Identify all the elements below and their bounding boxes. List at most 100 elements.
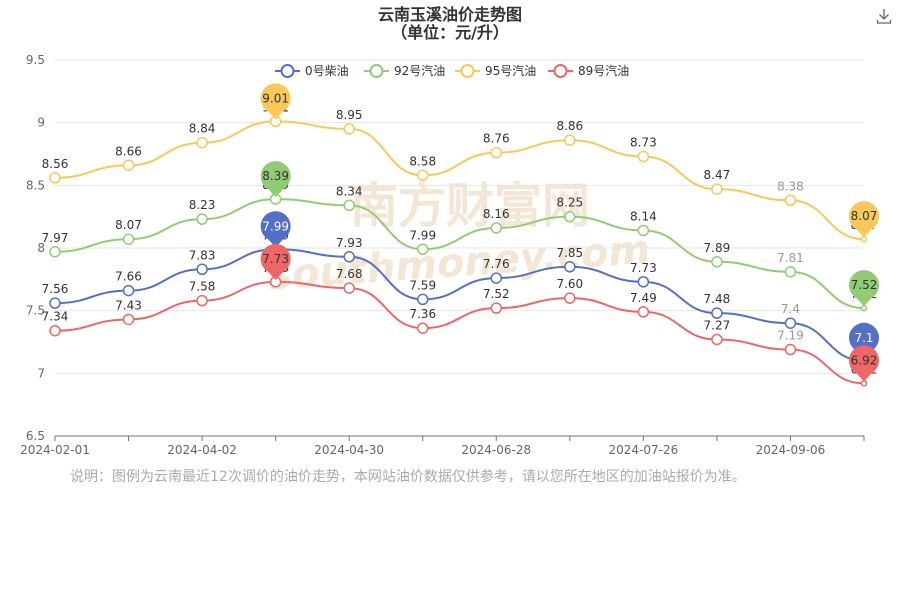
- max-pin: 7.73: [260, 243, 291, 280]
- y-tick-label: 7.5: [26, 304, 45, 318]
- data-point: [637, 150, 650, 163]
- last-pin-label: 7.1: [854, 331, 873, 345]
- max-pin-head: [260, 83, 291, 114]
- data-point: [784, 343, 797, 356]
- data-label: 7.68: [336, 267, 363, 281]
- data-point: [784, 266, 797, 278]
- data-point: [860, 304, 868, 312]
- data-point: [564, 261, 576, 273]
- data-point: [711, 307, 723, 319]
- data-label: 8.38: [777, 179, 804, 193]
- last-pin: 6.92: [849, 345, 879, 382]
- data-label: 7.59: [409, 278, 436, 292]
- max-pin-label: 8.39: [262, 169, 289, 183]
- y-tick-label: 9.5: [26, 53, 45, 67]
- y-tick-label: 8: [37, 241, 45, 255]
- data-point: [637, 224, 650, 237]
- chart-subtitle: （单位：元/升）: [391, 23, 509, 42]
- data-point: [564, 210, 576, 223]
- data-point: [784, 194, 797, 207]
- data-point: [490, 302, 503, 314]
- data-point: [49, 324, 61, 337]
- series-line: [54, 280, 865, 385]
- data-label: 7.56: [42, 282, 69, 296]
- data-label: 7.89: [704, 241, 731, 255]
- data-label: 7.81: [777, 251, 804, 265]
- data-label: 8.47: [704, 168, 731, 182]
- data-point: [860, 380, 868, 387]
- legend-label: 92号汽油: [394, 63, 445, 78]
- legend-marker: [369, 64, 384, 78]
- data-label: 8.66: [115, 144, 142, 158]
- legend-item[interactable]: 89号汽油: [548, 63, 629, 78]
- data-label: 8.16: [483, 207, 510, 221]
- data-point: [196, 213, 208, 225]
- data-label: 8.58: [409, 154, 436, 168]
- data-label: 8.25: [556, 196, 583, 210]
- data-label: 8.76: [483, 132, 510, 146]
- x-tick-label: 2024-04-30: [314, 443, 384, 457]
- legend-item[interactable]: 0号柴油: [275, 64, 349, 78]
- legend-label: 0号柴油: [305, 64, 349, 78]
- last-pin-head: [849, 201, 879, 232]
- legend-item[interactable]: 92号汽油: [364, 63, 445, 78]
- data-point: [122, 284, 135, 297]
- max-pin-head: [260, 161, 291, 192]
- max-pin-label: 7.73: [262, 252, 289, 266]
- data-label: 8.86: [556, 119, 583, 133]
- data-point: [49, 297, 61, 309]
- max-pin-head: [260, 243, 291, 274]
- data-point: [122, 313, 135, 326]
- data-point: [711, 256, 723, 268]
- data-label: 7.36: [409, 307, 436, 321]
- data-label: 8.14: [630, 209, 657, 223]
- legend-marker: [460, 64, 475, 78]
- y-tick-label: 7: [37, 366, 45, 380]
- x-tick-label: 2024-07-26: [608, 443, 678, 457]
- series-2: 8.568.668.849.018.958.588.768.868.738.47…: [42, 100, 877, 243]
- data-point: [490, 222, 503, 234]
- data-point: [49, 172, 61, 184]
- data-label: 7.60: [556, 277, 583, 291]
- data-label: 8.73: [630, 136, 657, 150]
- x-tick-label: 2024-09-06: [756, 443, 826, 457]
- data-point: [416, 243, 429, 256]
- data-label: 8.95: [336, 108, 363, 122]
- data-point: [564, 134, 576, 146]
- max-pin: 8.39: [260, 161, 291, 198]
- data-point: [711, 183, 723, 195]
- data-label: 7.48: [704, 292, 731, 306]
- data-point: [711, 333, 723, 346]
- data-point: [637, 276, 650, 288]
- data-label: 7.4: [781, 302, 800, 316]
- download-icon[interactable]: [876, 8, 892, 24]
- data-label: 8.07: [115, 218, 142, 232]
- data-label: 8.23: [189, 198, 216, 212]
- data-point: [196, 263, 208, 276]
- data-point: [196, 294, 208, 307]
- legend-item[interactable]: 95号汽油: [455, 63, 536, 78]
- chart-note: 说明：图例为云南最近12次调价的油价走势，本网站油价数据仅供参考，请以您所在地区…: [70, 469, 746, 485]
- last-pin-label: 7.52: [851, 278, 878, 292]
- last-pin-label: 8.07: [851, 209, 878, 223]
- legend-label: 95号汽油: [485, 63, 536, 78]
- max-pin: 9.01: [260, 83, 291, 120]
- data-point: [490, 272, 503, 284]
- series-line: [54, 198, 865, 310]
- y-tick-label: 8.5: [26, 178, 45, 192]
- data-point: [122, 159, 135, 172]
- data-point: [343, 199, 355, 212]
- max-pin-label: 9.01: [262, 91, 289, 105]
- last-pin-head: [849, 322, 879, 353]
- data-label: 8.84: [189, 122, 216, 136]
- data-label: 7.99: [409, 228, 436, 242]
- data-point: [564, 292, 576, 304]
- data-label: 7.27: [704, 318, 731, 332]
- data-label: 8.56: [42, 157, 69, 171]
- data-label: 7.49: [630, 291, 657, 305]
- data-label: 7.93: [336, 236, 363, 250]
- data-label: 7.19: [777, 329, 804, 343]
- data-label: 7.66: [115, 270, 142, 284]
- last-pin: 8.07: [849, 201, 879, 238]
